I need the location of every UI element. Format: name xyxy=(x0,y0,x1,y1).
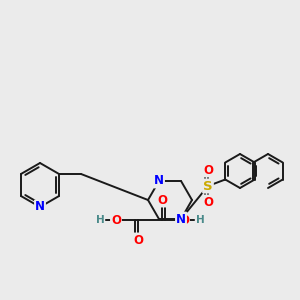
Text: H: H xyxy=(196,215,204,225)
Text: N: N xyxy=(154,174,164,188)
Text: O: O xyxy=(111,214,121,226)
Text: S: S xyxy=(203,179,213,193)
Text: O: O xyxy=(133,233,143,247)
Text: O: O xyxy=(203,196,213,208)
Text: H: H xyxy=(96,215,104,225)
Text: O: O xyxy=(203,164,213,176)
Text: N: N xyxy=(176,213,186,226)
Text: N: N xyxy=(35,200,45,214)
Text: O: O xyxy=(179,214,189,226)
Text: O: O xyxy=(157,194,167,206)
